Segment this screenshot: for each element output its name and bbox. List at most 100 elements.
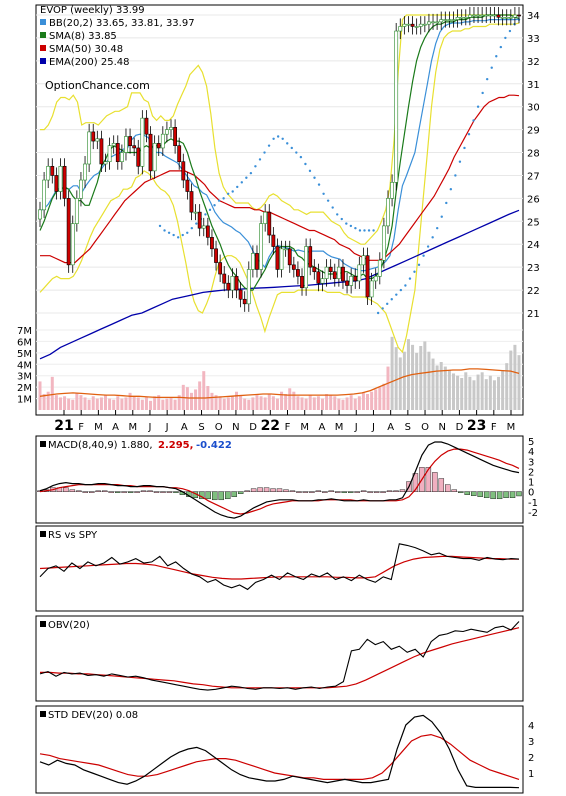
psar-dot	[272, 137, 275, 140]
candle-body	[341, 266, 345, 282]
psar-dot	[336, 213, 339, 216]
psar-dot	[254, 165, 257, 168]
legend-swatch	[40, 711, 46, 717]
psar-dot	[204, 213, 207, 216]
macd-histogram-bar	[231, 491, 237, 497]
candle-body	[230, 276, 235, 291]
psar-dot	[495, 55, 498, 58]
macd-histogram-bar	[464, 491, 470, 495]
panel-frame	[35, 525, 524, 612]
psar-dot	[349, 224, 353, 228]
volume-average-line	[39, 368, 520, 399]
volume-bar	[243, 398, 247, 410]
candle-body	[308, 246, 313, 268]
psar-dot	[217, 199, 221, 202]
psar-dot	[485, 77, 489, 81]
macd-histogram-bar	[354, 491, 360, 493]
month-label: O	[215, 422, 223, 433]
candle-body	[283, 248, 288, 251]
macd-histogram-bar	[483, 491, 490, 499]
volume-bar	[488, 375, 492, 410]
candle-body	[119, 152, 124, 163]
volume-bar	[406, 339, 410, 410]
price-tick-label: 23	[527, 263, 540, 274]
volume-bar	[300, 397, 304, 410]
macd-line	[39, 441, 520, 519]
volume-bar	[513, 344, 517, 410]
psar-dot	[413, 270, 416, 273]
volume-bar	[476, 374, 480, 410]
candle-body	[422, 23, 427, 26]
macd-histogram-bar	[218, 491, 224, 501]
macd-histogram-bar	[490, 491, 496, 500]
candle-body	[418, 23, 423, 27]
candle-body	[218, 262, 223, 275]
psar-dot	[358, 229, 362, 232]
volume-bar	[46, 391, 50, 410]
volume-bar	[132, 396, 136, 410]
macd-histogram-bar	[380, 491, 386, 493]
volume-bar	[382, 383, 386, 410]
volume-bar	[42, 394, 46, 410]
volume-bar	[202, 371, 206, 410]
candle-body	[152, 143, 157, 172]
candle-body	[140, 117, 145, 167]
psar-dot	[172, 233, 175, 237]
macd-histogram-bar	[89, 491, 95, 493]
month-label: 21	[54, 418, 73, 434]
macd-tick-label: 1	[528, 478, 534, 489]
psar-dot	[345, 222, 348, 225]
psar-dot	[472, 119, 475, 122]
macd-histogram-bar	[250, 488, 257, 492]
macd-histogram-bar	[289, 490, 296, 492]
psar-dot	[290, 146, 293, 150]
macd-histogram-bar	[348, 491, 354, 493]
legend-swatch	[40, 32, 46, 38]
candle-body	[353, 276, 358, 282]
macd-histogram-bar	[477, 491, 483, 497]
volume-bar	[267, 394, 271, 410]
psar-dot	[326, 199, 330, 202]
volume-tick-label: 7M	[17, 326, 32, 337]
candle-body	[42, 179, 46, 211]
macd-histogram-bar	[69, 489, 76, 492]
candle-body	[177, 145, 182, 163]
candle-body	[402, 23, 407, 27]
psar-dot	[426, 245, 430, 248]
candle-body	[492, 14, 497, 17]
psar-dot	[417, 263, 421, 267]
psar-dot	[436, 226, 439, 230]
volume-bar	[226, 397, 230, 410]
volume-bar	[87, 399, 91, 410]
psar-dot	[431, 236, 434, 239]
psar-dot	[240, 181, 243, 184]
volume-bar	[222, 398, 226, 410]
macd-histogram-bar	[82, 491, 89, 493]
month-label: 22	[261, 418, 280, 434]
macd-signal-line	[39, 448, 520, 515]
psar-dot	[481, 91, 484, 95]
macd-histogram-bar	[166, 491, 173, 493]
volume-bar	[198, 381, 202, 410]
volume-bar	[333, 396, 337, 410]
candle-body	[500, 16, 505, 19]
psar-dot	[308, 169, 312, 173]
candle-body	[361, 255, 366, 266]
price-tick-label: 21	[527, 309, 540, 320]
candle-body	[279, 248, 284, 270]
candle-body	[365, 255, 370, 298]
macd-tick-label: 4	[528, 447, 534, 458]
price-tick-label: 30	[527, 103, 540, 114]
volume-bar	[497, 376, 501, 410]
psar-dot	[376, 311, 380, 315]
volume-bar	[54, 395, 58, 410]
volume-bar	[394, 347, 398, 410]
candle-body	[50, 165, 55, 176]
volume-bar	[210, 392, 214, 410]
candle-body	[136, 147, 141, 167]
candle-body	[271, 234, 276, 247]
obv-average-line	[40, 627, 520, 689]
macd-histogram-bar	[108, 491, 114, 493]
psar-dot	[476, 105, 480, 108]
